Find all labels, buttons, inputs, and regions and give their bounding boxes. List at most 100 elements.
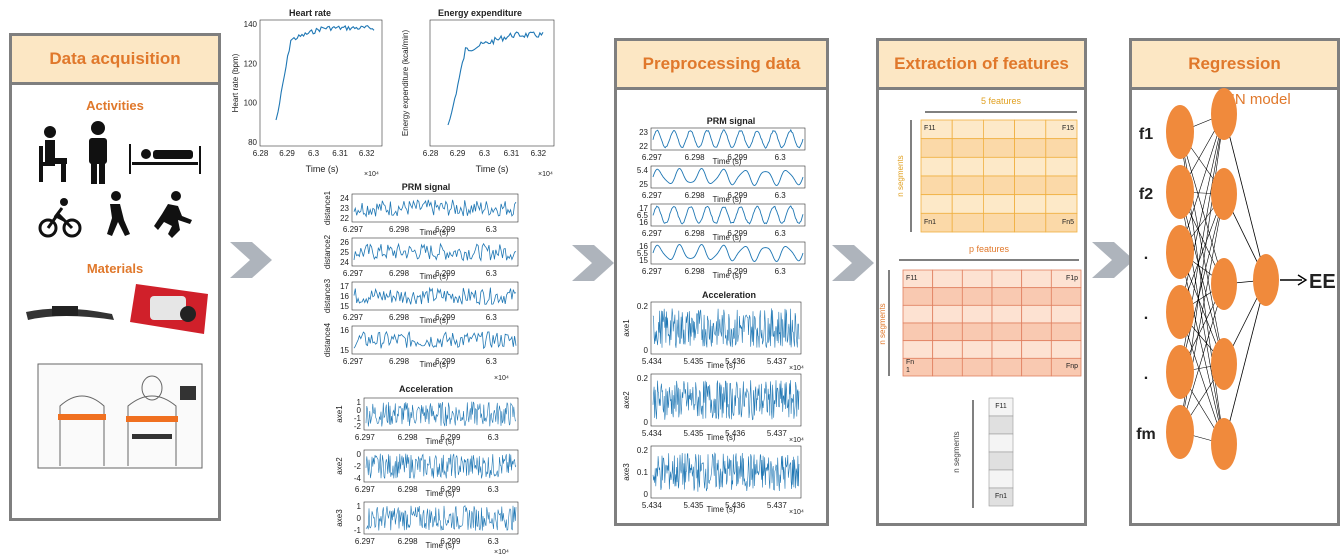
x-tick-label: 6.298 xyxy=(685,267,706,276)
pre-accel-axes-3: 0.2 0.1 0 5.434 5.435 5.436 5.437 axe3 xyxy=(622,445,802,510)
features-count-label: p features xyxy=(969,244,1010,254)
y-tick-label: -2 xyxy=(354,422,362,431)
matrix-cell xyxy=(902,287,934,306)
matrix-cell xyxy=(932,322,963,342)
feature-matrices: 5 features n segments F11 F15 Fn1 Fn5 p featur… xyxy=(879,96,1082,508)
x-tick-label: 6.3 xyxy=(486,225,498,234)
heart-rate-line xyxy=(275,24,375,121)
accel-filtered-line xyxy=(652,380,800,421)
accel-filtered-line xyxy=(652,308,800,348)
matrix-cell xyxy=(983,156,1016,177)
matrix-cell xyxy=(991,287,1023,306)
matrix-cell xyxy=(983,138,1016,158)
matrix-cell xyxy=(1014,156,1047,177)
x-tick-label: 5.434 xyxy=(642,429,663,438)
y-tick-label: 25 xyxy=(340,248,349,257)
y-tick-label: -1 xyxy=(354,526,362,535)
prm-axes-4: 16 15 6.297 6.298 6.299 6.3 distance4 xyxy=(323,322,519,366)
x-tick-label: 6.297 xyxy=(343,357,364,366)
network-connection xyxy=(1179,283,1225,433)
prm-signal-line xyxy=(353,330,517,350)
x-tick-label: 6.297 xyxy=(355,537,376,546)
accel-filtered-line xyxy=(652,452,800,492)
chevron-right-icon xyxy=(230,242,272,278)
matrix-cell xyxy=(932,287,963,306)
x-tick-label: 6.298 xyxy=(685,153,706,162)
energy-line xyxy=(447,31,544,126)
x-axis-label: Time (s) xyxy=(419,272,448,281)
y-axis-label: axe1 xyxy=(622,319,631,337)
y-tick-label: 16 xyxy=(639,242,648,251)
hidden-node xyxy=(1211,88,1237,140)
x-exponent-label: ×10⁴ xyxy=(494,375,509,382)
y-tick-label: 17 xyxy=(639,204,648,213)
x-tick-label: 6.3 xyxy=(775,191,787,200)
energy-title: Energy expenditure xyxy=(438,8,522,18)
network-connection xyxy=(1223,113,1267,281)
y-tick-label: 120 xyxy=(244,59,258,68)
matrix-cell xyxy=(920,138,953,158)
x-tick-label: 6.298 xyxy=(685,191,706,200)
matrix-cell xyxy=(902,340,934,359)
x-tick-label: 5.435 xyxy=(683,501,704,510)
x-tick-label: 5.434 xyxy=(642,357,663,366)
y-axis-label: axe1 xyxy=(335,405,344,423)
x-axis-label: Time (s) xyxy=(712,157,741,166)
matrix-cell xyxy=(961,357,993,377)
y-tick-label: 24 xyxy=(340,258,349,267)
x-axis-label: Time (s) xyxy=(476,164,509,174)
matrix-cell xyxy=(961,287,993,306)
feature-vector: F11 Fn1 xyxy=(988,397,1014,507)
prm-filtered-line xyxy=(652,128,804,149)
x-tick-label: 6.3 xyxy=(775,267,787,276)
y-axis-label: axe2 xyxy=(335,457,344,475)
x-tick-label: 6.297 xyxy=(642,191,663,200)
input-label: f2 xyxy=(1139,186,1153,203)
armband-device-image xyxy=(130,284,208,334)
x-tick-label: 6.299 xyxy=(727,267,748,276)
accel-axes-3: 1 0 -1 6.297 6.298 6.299 6.3 axe3 xyxy=(335,501,519,546)
matrix-cell xyxy=(1021,269,1052,289)
x-tick-label: 6.298 xyxy=(389,225,410,234)
x-axis-label: Time (s) xyxy=(419,316,448,325)
x-tick-label: 6.297 xyxy=(642,267,663,276)
preprocessed-signal-charts: PRM signal 23 22 6.297 6.298 6.299 6.3 Time (s)… xyxy=(622,116,806,516)
matrix-cell xyxy=(983,194,1016,214)
x-tick-label: 6.298 xyxy=(389,269,410,278)
matrix-corner-label: Fnp xyxy=(1066,363,1078,370)
x-tick-label: 6.3 xyxy=(775,153,787,162)
matrix-cell xyxy=(1045,138,1078,158)
x-tick-label: 6.297 xyxy=(343,313,364,322)
y-tick-label: 15 xyxy=(340,302,349,311)
matrix-cell xyxy=(988,433,1014,453)
x-tick-label: 5.437 xyxy=(767,357,788,366)
network-connection xyxy=(1179,113,1225,253)
y-tick-label: 0 xyxy=(644,490,649,499)
ann-network-diagram: f1 f2... fm EE xyxy=(1136,88,1336,470)
x-tick-label: 6.297 xyxy=(355,485,376,494)
x-tick-label: 6.298 xyxy=(398,537,419,546)
input-node xyxy=(1166,285,1194,339)
matrix-cell xyxy=(951,194,984,214)
y-tick-label: -1 xyxy=(354,414,362,423)
x-tick-label: 6.299 xyxy=(435,357,456,366)
x-axis-label: Time (s) xyxy=(419,360,448,369)
matrix-cell xyxy=(1014,175,1047,196)
network-connection xyxy=(1179,251,1225,445)
y-tick-label: 0.2 xyxy=(637,374,649,383)
y-axis-label: distance1 xyxy=(323,190,332,225)
matrix-cell xyxy=(951,175,984,196)
input-label: f1 xyxy=(1139,126,1153,143)
pre-prm-axes-3: 176.516 6.297 6.298 6.299 6.3 xyxy=(637,203,806,238)
y-axis-label: axe2 xyxy=(622,391,631,409)
x-tick-label: 6.31 xyxy=(504,149,520,158)
pre-prm-axes-2: 5.4 25 6.297 6.298 6.299 6.3 xyxy=(637,165,806,200)
prm-filtered-line xyxy=(652,205,804,225)
y-tick-label: 100 xyxy=(244,99,258,108)
matrix-cell xyxy=(932,357,963,377)
prm-filtered-line xyxy=(652,168,804,186)
chevron-right-icon xyxy=(1092,242,1134,278)
x-tick-label: 5.436 xyxy=(725,429,746,438)
x-tick-label: 6.299 xyxy=(435,269,456,278)
matrix-cell xyxy=(932,304,963,324)
